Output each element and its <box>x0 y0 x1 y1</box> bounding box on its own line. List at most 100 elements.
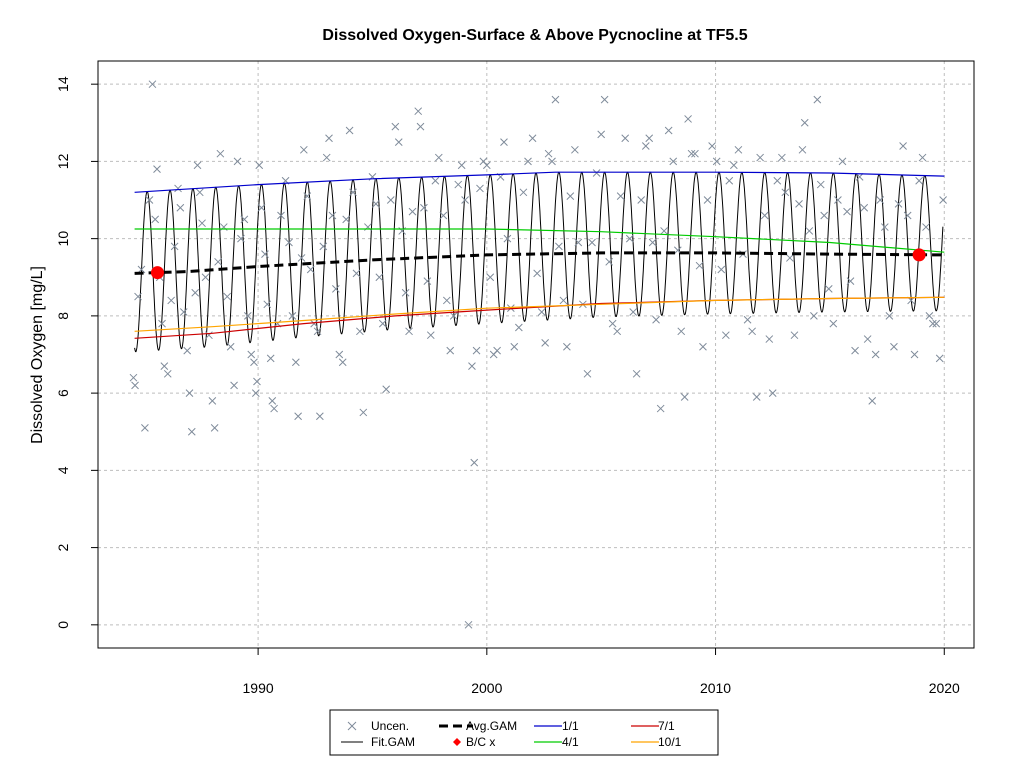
observation-point <box>773 176 782 185</box>
observation-point <box>328 211 337 220</box>
observation-point <box>664 126 673 135</box>
series-10-1-line <box>134 296 945 332</box>
observation-point <box>310 319 318 328</box>
observation-point <box>145 196 154 204</box>
observation-point <box>148 80 157 89</box>
observation-point <box>237 234 245 243</box>
observation-point <box>641 142 650 150</box>
observation-point <box>313 327 322 336</box>
observation-point <box>717 265 726 274</box>
observation-point <box>829 319 838 328</box>
observation-point <box>588 238 596 247</box>
observation-point <box>210 424 219 432</box>
observation-point <box>129 373 138 382</box>
observation-point <box>544 149 553 158</box>
observation-point <box>416 122 425 131</box>
observation-point <box>439 211 448 220</box>
observation-point <box>605 257 614 266</box>
observation-point <box>426 331 435 340</box>
observation-point <box>185 389 194 397</box>
series-1-1-line <box>134 171 945 193</box>
observation-point <box>391 122 400 131</box>
observation-point <box>375 273 384 282</box>
observation-point <box>226 342 235 351</box>
observation-point <box>476 184 484 193</box>
observation-point <box>555 242 563 251</box>
observation-point <box>247 350 256 359</box>
observation-point <box>677 327 686 336</box>
observation-point <box>251 389 260 397</box>
observation-point <box>158 319 166 328</box>
observation-point <box>712 157 721 166</box>
observation-point <box>352 269 361 278</box>
observation-point <box>431 176 440 185</box>
observation-point <box>708 142 716 150</box>
observation-point <box>446 346 455 355</box>
observation-point <box>240 215 249 224</box>
bc-point <box>912 248 926 262</box>
observation-point <box>868 396 877 405</box>
observation-point <box>648 238 657 247</box>
observation-point <box>756 153 764 162</box>
observation-point <box>721 331 730 340</box>
legend-label-uncen: Uncen. <box>371 719 409 733</box>
legend-label-avg: Avg.GAM <box>466 719 517 733</box>
observation-point <box>170 242 179 251</box>
observation-point <box>885 312 894 320</box>
observation-point <box>342 215 351 224</box>
x-tick-label: 2000 <box>471 680 502 696</box>
bc-point <box>150 266 164 280</box>
observation-point <box>824 284 833 293</box>
observation-point <box>695 261 704 270</box>
observation-point <box>198 219 206 228</box>
observation-point <box>394 138 403 146</box>
observation-point <box>786 254 794 262</box>
observation-point <box>928 319 937 328</box>
legend-label-fit: Fit.GAM <box>371 735 415 749</box>
observation-point <box>922 223 930 231</box>
observation-point <box>332 284 340 293</box>
observation-point <box>524 157 532 166</box>
legend-label-s4: 4/1 <box>562 735 579 749</box>
observation-point <box>195 188 204 197</box>
observation-point <box>608 319 617 328</box>
observation-point <box>349 188 357 197</box>
y-tick-label: 14 <box>55 76 71 92</box>
observation-point <box>616 192 625 201</box>
legend-label-s1: 1/1 <box>562 719 579 733</box>
observation-point <box>306 265 315 274</box>
observation-point <box>583 369 592 378</box>
observation-point <box>813 95 822 104</box>
observation-point <box>285 238 293 247</box>
observation-point <box>918 153 927 162</box>
observation-point <box>768 389 777 397</box>
observation-point <box>401 288 410 297</box>
observation-point <box>915 176 923 185</box>
observation-point <box>637 196 646 204</box>
x-tick-label: 2020 <box>929 680 960 696</box>
observation-point <box>876 196 885 204</box>
observation-point <box>201 273 210 282</box>
observation-point <box>297 254 306 262</box>
observation-point <box>322 153 331 162</box>
observation-point <box>338 358 347 367</box>
observation-point <box>319 242 328 251</box>
observation-point <box>645 134 654 143</box>
observation-point <box>703 196 712 204</box>
observation-point <box>843 207 851 216</box>
observation-point <box>356 327 364 336</box>
axes: 1990 2000 2010 2020 0 2 4 6 8 10 12 14 <box>55 76 960 696</box>
observation-point <box>548 157 556 166</box>
series-4-1-line <box>134 228 945 253</box>
legend-uncen-marker <box>347 721 357 731</box>
chart-title: Dissolved Oxygen-Surface & Above Pycnocl… <box>322 27 747 44</box>
y-tick-label: 6 <box>55 389 71 397</box>
observation-point <box>781 188 790 197</box>
observation-point <box>880 223 889 231</box>
observation-point <box>691 149 699 158</box>
observation-point <box>871 350 880 359</box>
observation-point <box>266 354 275 363</box>
observation-point <box>500 138 508 146</box>
